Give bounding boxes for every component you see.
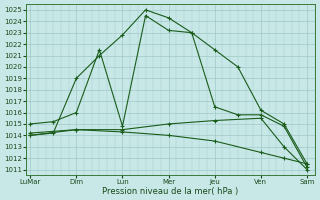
X-axis label: Pression niveau de la mer( hPa ): Pression niveau de la mer( hPa ): [102, 187, 239, 196]
